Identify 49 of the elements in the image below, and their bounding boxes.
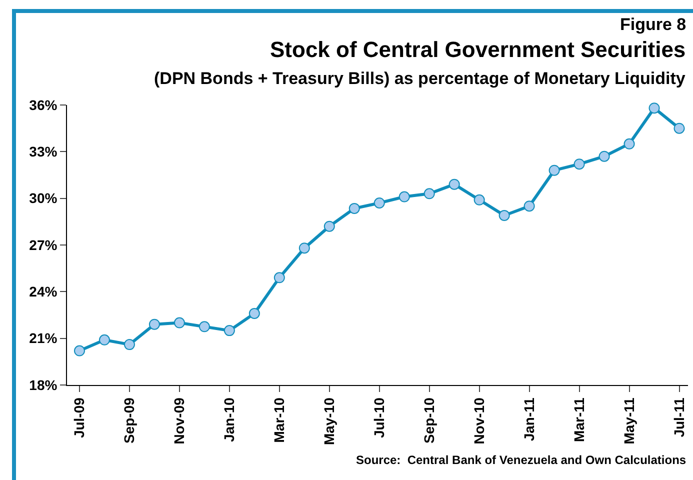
point [598, 150, 610, 162]
point [574, 158, 585, 170]
x-tick-label: May-10 [320, 397, 337, 446]
point [424, 188, 435, 200]
source-note: Source: Central Bank of Venezuela and Own Calculations [356, 453, 686, 467]
point [624, 138, 635, 150]
y-tick-label: 24% [29, 284, 58, 300]
point [648, 102, 660, 114]
point [248, 308, 260, 319]
y-tick-label: 30% [29, 190, 58, 206]
x-tick-label: Jul-09 [71, 397, 88, 438]
point [348, 202, 360, 214]
caption: Figure 8 [620, 15, 686, 34]
x-tick-label: Jan-10 [220, 397, 237, 442]
point [298, 242, 310, 254]
point [224, 325, 235, 336]
x-tick-label: Sep-09 [121, 397, 138, 444]
y-tick-label: 27% [29, 236, 58, 253]
x-tick-label: Mar-10 [270, 397, 287, 443]
point [498, 210, 510, 221]
point [198, 321, 210, 332]
point [524, 200, 535, 212]
point [398, 191, 410, 202]
point [74, 345, 85, 356]
point [148, 318, 160, 330]
x-tick-label: Mar-11 [570, 397, 587, 442]
x-tick-label: Nov-10 [470, 397, 487, 444]
y-tick-label: 18% [29, 376, 58, 393]
chart-title: Stock of Central Government Securities [270, 37, 686, 62]
chart-subtitle: (DPN Bonds + Treasury Bills) as percentage of Monetary Liquidity [154, 69, 686, 88]
point [274, 272, 285, 284]
y-tick-label: 21% [29, 330, 58, 346]
point [474, 194, 485, 206]
x-tick-label: Jul-10 [370, 397, 387, 438]
point [448, 178, 460, 190]
point [548, 164, 560, 176]
x-tick-label: Sep-10 [420, 397, 437, 444]
point [324, 220, 335, 232]
x-tick-label: May-11 [620, 397, 637, 444]
x-tick-label: Jul-11 [670, 397, 687, 438]
x-tick-label: Nov-09 [171, 397, 187, 444]
point [124, 339, 135, 350]
point [174, 317, 185, 328]
point [374, 198, 385, 208]
x-tick-label: Jan-11 [520, 397, 537, 442]
y-tick-label: 33% [29, 144, 58, 160]
point [674, 122, 685, 134]
point [98, 334, 110, 346]
y-tick-label: 36% [29, 96, 58, 113]
